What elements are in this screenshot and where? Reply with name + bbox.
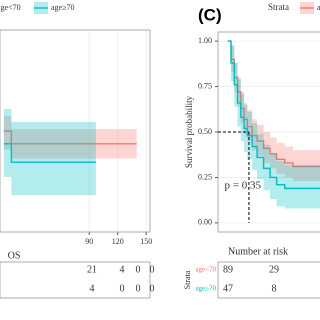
y-axis-label: Survival probability [184,95,194,168]
risk-count: 0 [150,283,155,294]
survival-curve [227,40,320,190]
confidence-band [3,108,96,196]
risk-row-name: age<70 [195,266,216,274]
x-tick-label: 120 [112,237,124,246]
y-tick-label: 0.25 [198,172,212,181]
legend-title: Strata [268,2,289,12]
legend-label: age<70 [0,3,21,12]
p-value: p = 0.35 [225,180,262,192]
risk-count: 4 [90,283,95,294]
y-tick-label: 0.00 [198,218,212,227]
survival-curve [3,130,137,145]
legend-label: age≥70 [51,3,75,12]
risk-table-border [217,261,320,299]
legend-label: age<70 [317,3,320,12]
risk-table-border [0,261,151,299]
plot-area [3,30,147,232]
panel-label: (C) [198,5,222,24]
risk-count: 4 [120,264,125,275]
risk-count: 8 [272,283,277,294]
x-tick-label: 90 [85,237,93,246]
panel-border [0,29,151,233]
survival-curve [3,143,96,163]
plot-area [218,40,320,224]
x-axis-label: OS [8,250,21,261]
y-tick-label: 0.50 [198,127,212,136]
confidence-band [3,116,137,159]
risk-count: 47 [223,283,233,294]
risk-count: 0 [120,283,125,294]
y-tick-label: 1.00 [198,36,212,45]
survival-curve [227,40,320,168]
risk-count: 29 [269,264,279,275]
y-tick-label: 0.75 [198,81,212,90]
risk-count: 89 [223,264,233,275]
risk-count: 0 [150,264,155,275]
risk-count: 21 [87,264,97,275]
risk-count: 0 [136,283,141,294]
risk-table-title: Number at risk [228,246,288,257]
panel [0,30,150,232]
risk-count: 0 [136,264,141,275]
confidence-band [227,41,320,209]
x-tick-label: 150 [140,237,152,246]
risk-table-label: Strata [183,270,192,289]
risk-row-name: age≥70 [195,285,216,293]
